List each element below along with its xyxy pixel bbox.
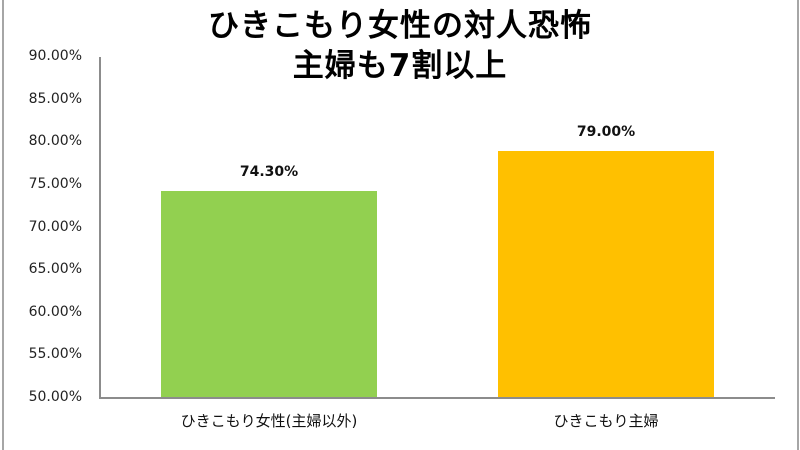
- y-tick-label: 50.00%: [28, 389, 82, 405]
- chart-title-line-2: 主婦も7割以上: [292, 48, 508, 84]
- y-axis-line: [99, 57, 101, 398]
- chart-frame-right-border: [797, 0, 799, 450]
- y-tick-label: 90.00%: [28, 48, 82, 64]
- y-tick-label: 75.00%: [28, 175, 82, 192]
- bar-value-label: 74.30%: [239, 163, 299, 180]
- x-category-label: ひきこもり主婦: [553, 412, 659, 430]
- y-tick-label: 80.00%: [28, 133, 82, 150]
- chart-frame-left-border: [2, 0, 4, 450]
- chart-title: ひきこもり女性の対人恐怖 主婦も7割以上: [0, 6, 800, 86]
- bar: [498, 150, 714, 398]
- y-tick-label: 70.00%: [28, 218, 82, 235]
- y-tick-label: 85.00%: [28, 90, 82, 107]
- y-tick-label: 60.00%: [28, 303, 82, 320]
- chart-title-line-1: ひきこもり女性の対人恐怖: [208, 8, 592, 44]
- y-tick-label: 55.00%: [28, 346, 82, 363]
- x-axis-line: [99, 397, 775, 399]
- bar-value-label: 79.00%: [576, 123, 636, 140]
- x-category-label: ひきこもり女性(主婦以外): [180, 412, 358, 430]
- bar: [161, 190, 377, 398]
- y-tick-label: 65.00%: [28, 261, 82, 278]
